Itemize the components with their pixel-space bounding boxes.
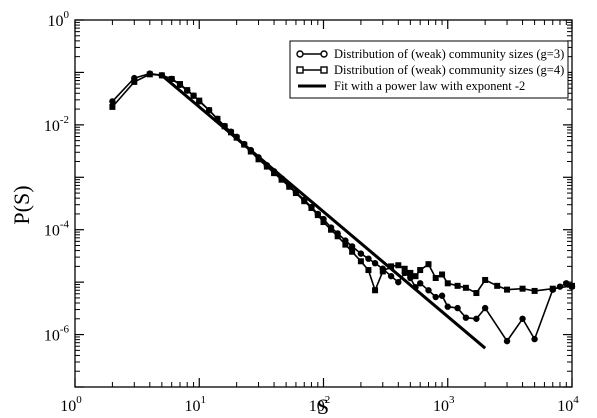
series-0-point-37	[407, 274, 414, 282]
series-1-point-39	[417, 267, 424, 274]
series-1-point-9	[206, 107, 213, 114]
x-axis-title: S	[317, 394, 329, 418]
series-1-point-44	[454, 282, 461, 289]
series-1-point-19	[278, 176, 285, 183]
series-1-point-8	[196, 97, 203, 104]
series-1-point-5	[177, 81, 184, 88]
series-1-point-24	[314, 212, 321, 219]
series-1-point-37	[407, 269, 414, 276]
x-tick-label-4: 104	[557, 394, 579, 415]
series-1-point-46	[473, 290, 480, 297]
series-1-point-16	[255, 156, 262, 163]
series-0-point-0	[109, 98, 116, 105]
series-1-point-6	[184, 87, 191, 94]
legend-sample-marker-0-1	[320, 50, 328, 58]
series-1-point-31	[365, 267, 372, 274]
series-1-point-26	[328, 226, 335, 233]
legend-label-g4: Distribution of (weak) community sizes (…	[334, 63, 564, 77]
series-1-point-11	[221, 123, 228, 130]
series-1-point-18	[271, 170, 278, 177]
series-1-point-22	[301, 198, 308, 205]
series-1-point-25	[320, 219, 327, 226]
y-axis-title: P(S)	[9, 185, 34, 224]
series-0-point-53	[563, 280, 570, 287]
series-line-2	[160, 74, 487, 350]
series-1-point-32	[372, 287, 379, 294]
series-line-0	[111, 72, 573, 342]
legend-box	[289, 40, 569, 99]
series-1-point-33	[379, 268, 386, 275]
series-0-point-44	[454, 304, 461, 312]
legend-samples	[296, 50, 328, 88]
series-1-point-29	[349, 248, 356, 255]
series-1-point-2	[146, 71, 153, 78]
series-1-point-30	[357, 258, 364, 265]
series-1-point-28	[342, 241, 349, 248]
series-0-point-45	[462, 314, 470, 321]
legend: Distribution of (weak) community sizes (…	[289, 40, 569, 99]
legend-sample-marker-1-1	[320, 66, 328, 74]
series-0-point-35	[395, 278, 402, 286]
legend-sample-marker-0-0	[296, 50, 304, 58]
series-1-point-21	[292, 190, 299, 197]
series-1-point-35	[395, 262, 402, 269]
series-0-point-39	[416, 280, 424, 287]
legend-label-fit: Fit with a power law with exponent -2	[334, 79, 525, 93]
series-0-point-31	[365, 255, 372, 262]
series-1-point-38	[412, 273, 419, 280]
series-layer	[109, 70, 576, 350]
plot-frame	[74, 19, 573, 388]
series-1-point-40	[425, 261, 432, 268]
series-0-point-50	[531, 335, 538, 343]
series-0-point-29	[348, 243, 356, 250]
series-1-point-0	[109, 103, 116, 110]
y-tick-label-0: 10-6	[44, 324, 70, 345]
series-1-point-36	[401, 265, 408, 272]
series-1-point-23	[308, 204, 315, 211]
series-1-point-41	[432, 274, 439, 281]
x-tick-label-1: 101	[185, 394, 207, 415]
series-1-point-42	[439, 271, 446, 278]
series-1-point-27	[334, 233, 341, 240]
series-1-point-10	[214, 115, 221, 122]
series-0-point-49	[519, 315, 526, 322]
series-1-point-45	[462, 284, 469, 291]
series-1-point-34	[388, 263, 395, 270]
series-1-point-1	[131, 78, 138, 85]
series-0-point-41	[432, 293, 439, 301]
series-0-point-47	[481, 304, 489, 312]
x-tick-label-3: 103	[433, 394, 455, 415]
series-0-point-42	[438, 292, 446, 299]
x-tick-label-2: 102	[309, 394, 331, 415]
tick-labels-layer: 100 101 102 103 104 10-6 10-4 10-2 100	[44, 9, 579, 415]
series-1-point-43	[444, 280, 451, 287]
series-1-point-20	[286, 183, 293, 190]
series-1-point-17	[263, 163, 270, 170]
series-1-point-50	[519, 285, 526, 292]
series-1-point-49	[504, 286, 511, 293]
legend-sample-marker-1-0	[296, 66, 304, 74]
series-0-point-34	[387, 272, 395, 280]
y-tick-label-1: 10-4	[44, 219, 70, 240]
series-1-point-48	[494, 282, 501, 289]
series-1-point-47	[482, 276, 489, 283]
y-tick-label-3: 100	[48, 9, 70, 30]
series-0-point-30	[357, 250, 365, 257]
y-tick-label-2: 10-2	[44, 114, 69, 135]
series-0-point-46	[473, 315, 480, 322]
series-1-point-52	[549, 285, 556, 292]
series-1-point-7	[190, 92, 197, 99]
series-0-point-32	[371, 259, 379, 267]
series-0-point-40	[425, 287, 432, 294]
series-0-point-43	[444, 303, 451, 310]
series-line-1	[111, 73, 573, 294]
legend-label-g3: Distribution of (weak) community sizes (…	[334, 47, 564, 61]
series-1-point-51	[531, 287, 538, 294]
series-1-point-4	[168, 75, 175, 82]
x-tick-label-0: 100	[60, 394, 82, 415]
series-0-point-48	[503, 337, 511, 345]
